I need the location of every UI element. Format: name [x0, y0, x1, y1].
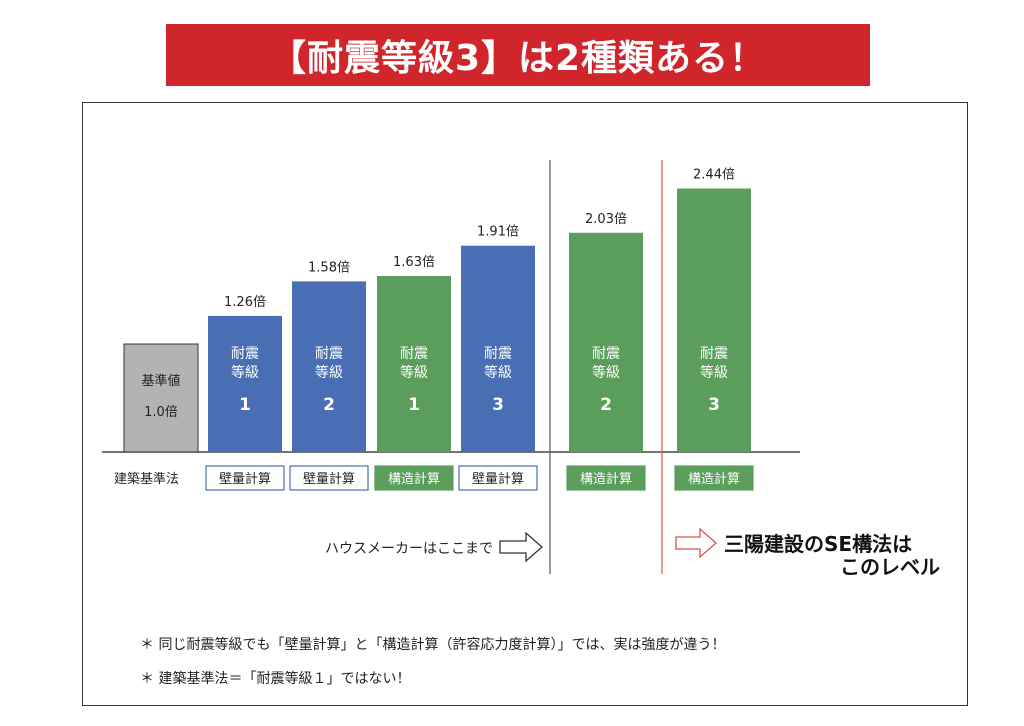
bar-value-label: 2.44倍: [693, 167, 735, 182]
method-box: [205, 465, 285, 491]
bar-value-label: 1.63倍: [393, 255, 435, 270]
method-box: [674, 465, 754, 491]
arrow-right-icon: [675, 527, 717, 559]
page-title: 【耐震等級3】は2種類ある！: [269, 38, 767, 79]
housemaker-annotation: ハウスメーカーはここまで: [325, 541, 493, 557]
method-box: [374, 465, 454, 491]
footnote-1: ＊ 同じ耐震等級でも「壁量計算」と「構造計算（許容応力度計算）」では、実は強度が…: [140, 637, 726, 653]
bar-inner-label: 耐震: [231, 346, 259, 362]
bar-grade-number: 2: [600, 395, 612, 415]
page-title-banner: 【耐震等級3】は2種類ある！: [166, 24, 870, 86]
bar-grade-number: 1: [408, 395, 420, 415]
bar-grade-number: 3: [492, 395, 504, 415]
method-box: [566, 465, 646, 491]
bar-grade-number: 2: [323, 395, 335, 415]
bar-grade-number: 3: [708, 395, 720, 415]
bar: [123, 343, 199, 453]
bar: [292, 281, 366, 452]
method-label: 構造計算: [688, 471, 740, 487]
bar-value-label: 2.03倍: [585, 212, 627, 227]
bar-inner-label: 等級: [231, 364, 259, 381]
bar: [569, 232, 643, 452]
bar-inner-label: 耐震: [400, 346, 428, 362]
bar-inner-label: 等級: [400, 364, 428, 381]
row-label: 建築基準法: [114, 471, 179, 487]
bar-inner-label: 耐震: [592, 346, 620, 362]
sanyo-annotation-line2: このレベル: [840, 555, 940, 579]
bar-value-label: 1.26倍: [224, 295, 266, 310]
arrow-right-icon: [499, 531, 543, 563]
bar-grade-number: 1: [239, 395, 251, 415]
footnote-2: ＊ 建築基準法＝「耐震等級１」ではない！: [140, 671, 411, 687]
sanyo-annotation-line1: 三陽建設のSE構法は: [724, 532, 912, 556]
bar: [208, 315, 282, 452]
bar-inner-label: 耐震: [484, 346, 512, 362]
bar: [377, 275, 451, 452]
method-label: 構造計算: [388, 471, 440, 487]
bar-inner-label: 基準値: [141, 373, 180, 389]
bar-inner-label: 耐震: [315, 346, 343, 362]
bar: [677, 188, 751, 453]
method-box: [458, 465, 538, 491]
bar: [461, 245, 535, 452]
bar-value-label: 1.58倍: [308, 260, 350, 275]
bar-inner-label: 等級: [700, 364, 728, 381]
method-label: 壁量計算: [219, 471, 271, 487]
bar-inner-label: 等級: [484, 364, 512, 381]
bar-inner-value: 1.0倍: [144, 405, 178, 420]
method-box: [289, 465, 369, 491]
bar-inner-label: 耐震: [700, 346, 728, 362]
bar-inner-label: 等級: [315, 364, 343, 381]
method-label: 壁量計算: [472, 471, 524, 487]
method-label: 構造計算: [580, 471, 632, 487]
bar-value-label: 1.91倍: [477, 225, 519, 240]
method-label: 壁量計算: [303, 471, 355, 487]
bar-inner-label: 等級: [592, 364, 620, 381]
